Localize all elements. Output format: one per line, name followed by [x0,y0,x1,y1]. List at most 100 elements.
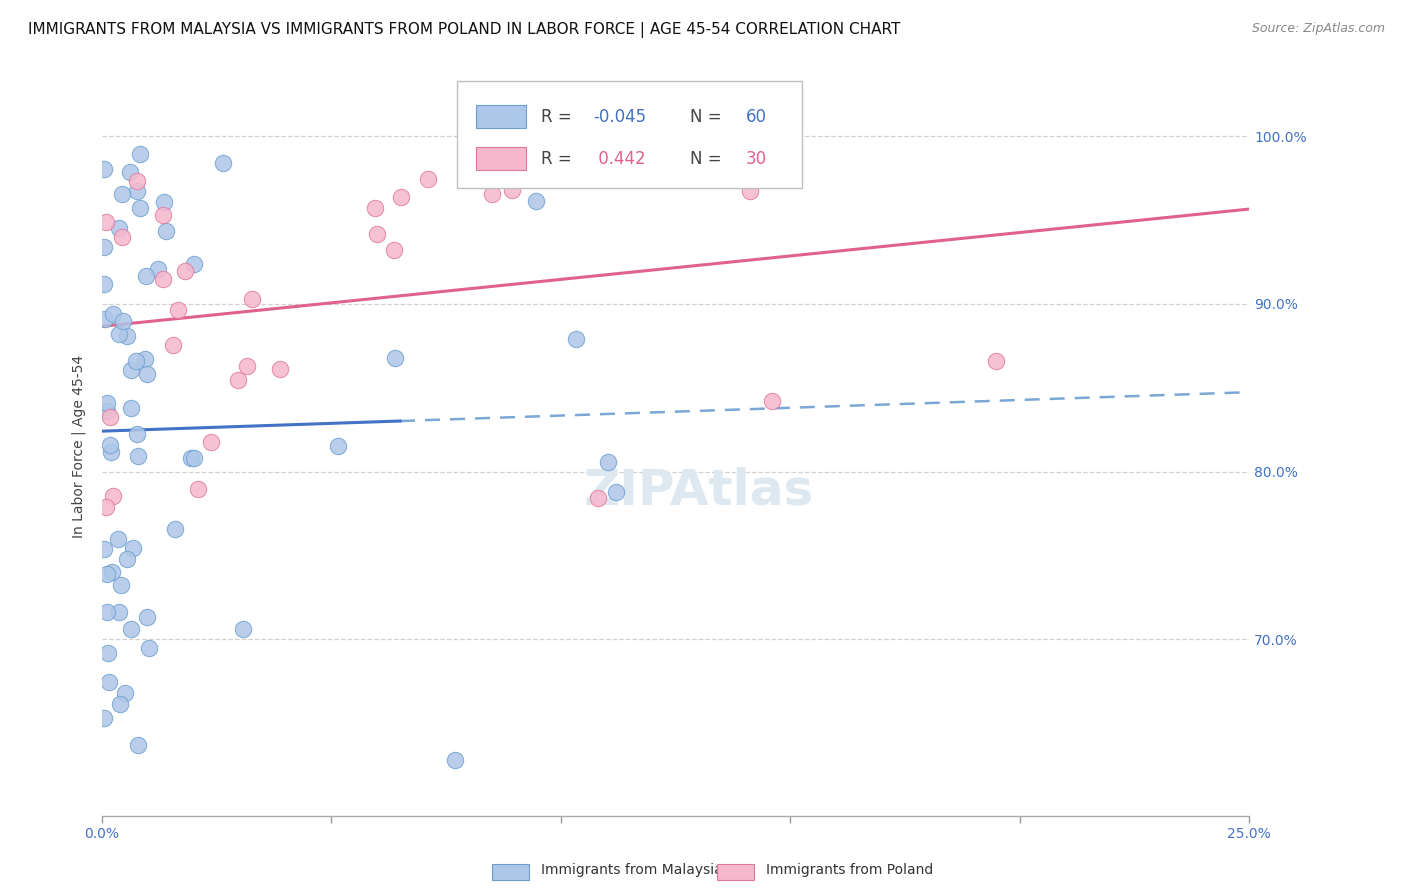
Point [605,484,627,499]
Point [364,202,387,216]
Point [183,450,205,465]
Point [232,622,254,636]
Point [107,532,129,546]
Point [96,566,118,581]
Point [986,354,1008,368]
Point [596,454,619,468]
Point [96,215,118,229]
Point [115,328,138,343]
Point [101,565,124,579]
FancyBboxPatch shape [475,147,526,170]
Point [180,450,202,465]
Point [155,224,177,238]
Point [111,230,134,244]
Point [586,491,609,506]
Point [101,307,124,321]
Point [153,194,176,209]
Point [97,646,120,660]
Point [125,174,148,188]
Point [127,184,149,198]
Point [269,362,291,376]
Point [761,394,783,409]
Point [738,184,761,198]
Point [163,522,186,536]
Point [120,622,142,636]
Point [115,552,138,566]
Point [111,186,134,201]
Point [136,367,159,381]
Point [226,373,249,387]
Point [128,201,150,215]
Point [110,698,132,712]
Point [118,165,141,179]
Point [135,268,157,283]
Point [152,208,174,222]
Point [187,482,209,496]
Text: 0.442: 0.442 [593,150,645,168]
Point [501,183,523,197]
Point [200,434,222,449]
Point [134,351,156,366]
Point [416,172,439,186]
Point [93,240,115,254]
Point [481,187,503,202]
Point [93,711,115,725]
Point [108,327,131,342]
Point [93,161,115,176]
Text: N =: N = [690,150,727,168]
Point [114,685,136,699]
Point [546,148,568,162]
Point [624,157,647,171]
Point [326,439,349,453]
Point [384,351,406,365]
Point [162,338,184,352]
Text: 60: 60 [745,108,766,126]
Point [174,263,197,277]
Point [138,641,160,656]
Y-axis label: In Labor Force | Age 45-54: In Labor Force | Age 45-54 [72,355,86,538]
Point [240,293,263,307]
Text: -0.045: -0.045 [593,108,645,126]
Point [107,221,129,235]
Point [120,401,142,415]
Point [98,438,121,452]
Point [444,752,467,766]
Point [382,244,405,258]
Point [212,155,235,169]
FancyBboxPatch shape [475,104,526,128]
Point [235,359,257,373]
Point [94,311,117,326]
Point [96,404,118,418]
Point [120,362,142,376]
Text: R =: R = [541,150,578,168]
Point [136,610,159,624]
Point [127,449,149,463]
Point [167,303,190,318]
Point [103,489,125,503]
Text: N =: N = [690,108,727,126]
Text: IMMIGRANTS FROM MALAYSIA VS IMMIGRANTS FROM POLAND IN LABOR FORCE | AGE 45-54 CO: IMMIGRANTS FROM MALAYSIA VS IMMIGRANTS F… [28,22,900,38]
Point [389,190,412,204]
Point [108,605,131,619]
Point [125,354,148,368]
Point [152,271,174,285]
Text: 30: 30 [745,150,766,168]
Point [121,541,143,555]
FancyBboxPatch shape [457,81,801,188]
Text: Source: ZipAtlas.com: Source: ZipAtlas.com [1251,22,1385,36]
Point [183,257,205,271]
Point [524,194,547,208]
Text: Immigrants from Poland: Immigrants from Poland [766,863,934,877]
Point [93,542,115,557]
Point [128,147,150,161]
Text: Immigrants from Malaysia: Immigrants from Malaysia [541,863,723,877]
Point [93,277,115,291]
Point [110,578,132,592]
Point [148,261,170,276]
Point [125,426,148,441]
Point [96,605,118,619]
Point [98,410,121,425]
Point [96,500,118,514]
Point [96,396,118,410]
Point [565,332,588,346]
